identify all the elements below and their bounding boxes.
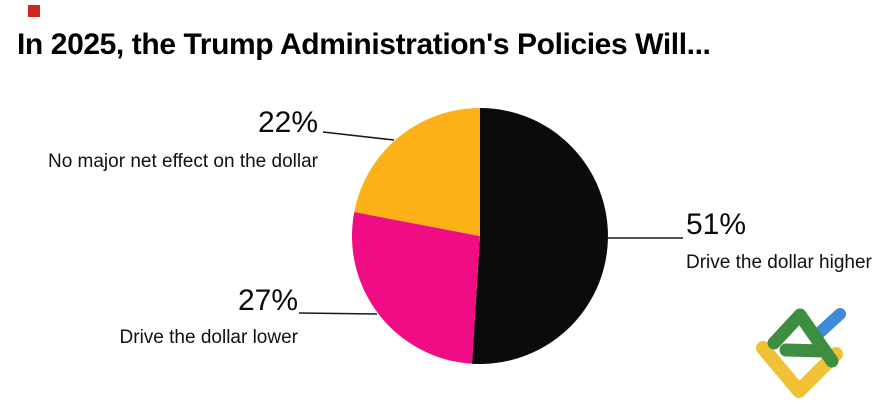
logo-blue-stroke	[810, 308, 846, 342]
chart-title: In 2025, the Trump Administration's Poli…	[17, 28, 711, 61]
leader-line-lower	[298, 312, 378, 315]
logo-green-bar	[779, 343, 831, 358]
pie-slice-drive-the-dollar-higher	[471, 108, 608, 364]
label-no-effect: No major net effect on the dollar	[47, 150, 318, 172]
logo-yellow-check	[756, 341, 843, 398]
pct-lower: 27%	[237, 284, 298, 317]
callout-higher: 51% Drive the dollar higher	[686, 209, 891, 273]
pie-slices	[352, 108, 608, 364]
callout-no-effect: 22% No major net effect on the dollar	[20, 107, 318, 172]
pie-slice-drive-the-dollar-lower	[352, 212, 480, 364]
callout-lower: 27% Drive the dollar lower	[100, 285, 298, 348]
red-square-bullet	[28, 5, 40, 17]
pct-higher: 51%	[686, 208, 747, 241]
label-lower: Drive the dollar lower	[119, 326, 298, 348]
pie-slice-no-major-net-effect-on-the-dollar	[354, 108, 480, 236]
label-higher: Drive the dollar higher	[686, 251, 872, 273]
pct-no-effect: 22%	[257, 106, 318, 139]
leader-lines	[298, 131, 683, 315]
leader-line-no-effect	[322, 131, 395, 141]
litefinance-logo	[756, 308, 846, 398]
